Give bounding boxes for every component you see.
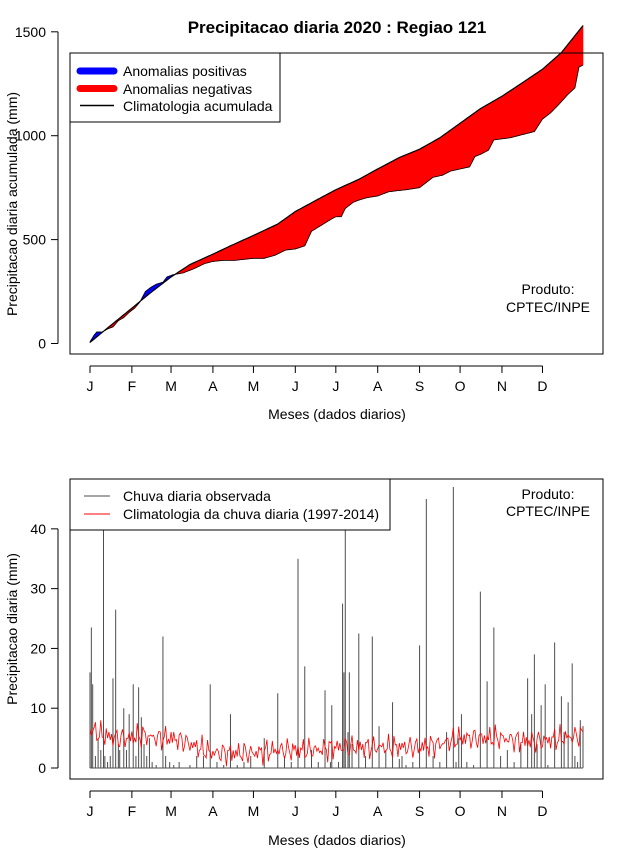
x-tick-label-m: M bbox=[248, 378, 260, 394]
top-legend: Anomalias positivas Anomalias negativas … bbox=[69, 52, 281, 123]
y-tick-label: 30 bbox=[30, 581, 46, 597]
x-tick-label-s: S bbox=[415, 378, 424, 394]
y-tick-label: 0 bbox=[38, 760, 46, 776]
bottom-y-axis-label: Precipitacao diaria (mm) bbox=[4, 553, 20, 705]
x-tick-label-d: D bbox=[537, 378, 547, 394]
negative-anomaly-segment bbox=[581, 24, 584, 67]
bottom-y-axis: 0 10 20 30 40 bbox=[30, 521, 59, 776]
bottom-annotation-line2: CPTEC/INPE bbox=[506, 503, 590, 519]
x-tick-label-d: D bbox=[537, 803, 547, 819]
x-tick-label-o: O bbox=[455, 378, 466, 394]
y-tick-label: 10 bbox=[30, 700, 46, 716]
legend-label-positive: Anomalias positivas bbox=[123, 63, 247, 79]
top-y-axis-label: Precipitacao diaria acumulada (mm) bbox=[4, 92, 20, 316]
daily-climatology-line bbox=[89, 720, 584, 767]
x-tick-label-o: O bbox=[455, 803, 466, 819]
x-tick-label-m: M bbox=[248, 803, 260, 819]
x-tick-label-j: J bbox=[332, 803, 339, 819]
x-tick-label-j: J bbox=[292, 803, 299, 819]
bottom-plot-area bbox=[89, 487, 584, 769]
x-tick-label-j: J bbox=[87, 378, 94, 394]
observed-cumulative-line bbox=[89, 64, 584, 343]
y-tick-label: 40 bbox=[30, 521, 46, 537]
bottom-legend-box bbox=[69, 478, 391, 531]
x-tick-label-j: J bbox=[332, 378, 339, 394]
top-legend-box bbox=[69, 52, 281, 123]
bottom-x-axis-label: Meses (dados diarios) bbox=[268, 832, 406, 848]
top-plot-area bbox=[89, 24, 584, 344]
legend-label-climatology: Climatologia acumulada bbox=[123, 98, 273, 114]
x-tick-label-a: A bbox=[208, 378, 218, 394]
x-tick-label-f: F bbox=[128, 803, 137, 819]
x-tick-label-s: S bbox=[415, 803, 424, 819]
top-x-axis-label: Meses (dados diarios) bbox=[268, 406, 406, 422]
bottom-legend: Chuva diaria observada Climatologia da c… bbox=[69, 478, 391, 531]
y-tick-label: 500 bbox=[23, 232, 47, 248]
x-tick-label-a: A bbox=[373, 378, 383, 394]
bottom-panel: 0 10 20 30 40 J F M A M J J A S O N D Meses (dados diar… bbox=[4, 478, 604, 848]
x-tick-label-n: N bbox=[497, 803, 507, 819]
bottom-annotation-line1: Produto: bbox=[522, 486, 575, 502]
chart-title: Precipitacao diaria 2020 : Regiao 121 bbox=[188, 18, 487, 37]
legend-label-observed: Chuva diaria observada bbox=[123, 488, 271, 504]
x-tick-label-f: F bbox=[128, 378, 137, 394]
legend-label-daily-climatology: Climatologia da chuva diaria (1997-2014) bbox=[123, 506, 379, 522]
y-tick-label: 0 bbox=[38, 336, 46, 352]
x-tick-label-j: J bbox=[292, 378, 299, 394]
y-tick-label: 1000 bbox=[15, 128, 46, 144]
legend-label-negative: Anomalias negativas bbox=[123, 81, 252, 97]
x-tick-label-n: N bbox=[497, 378, 507, 394]
y-tick-label: 20 bbox=[30, 640, 46, 656]
x-tick-label-a: A bbox=[373, 803, 383, 819]
top-plot-frame bbox=[69, 52, 604, 355]
x-tick-label-a: A bbox=[208, 803, 218, 819]
top-annotation-line1: Produto: bbox=[522, 281, 575, 297]
climatology-cumulative-line bbox=[89, 25, 584, 343]
top-annotation-line2: CPTEC/INPE bbox=[506, 299, 590, 315]
top-y-axis: 0 500 1000 1500 bbox=[15, 24, 59, 352]
x-tick-label-m: M bbox=[165, 803, 177, 819]
x-tick-label-m: M bbox=[165, 378, 177, 394]
y-tick-label: 1500 bbox=[15, 24, 46, 40]
top-panel: 0 500 1000 1500 J F M A M J J A S O N D Meses (dados d… bbox=[4, 24, 604, 422]
x-tick-label-j: J bbox=[87, 803, 94, 819]
